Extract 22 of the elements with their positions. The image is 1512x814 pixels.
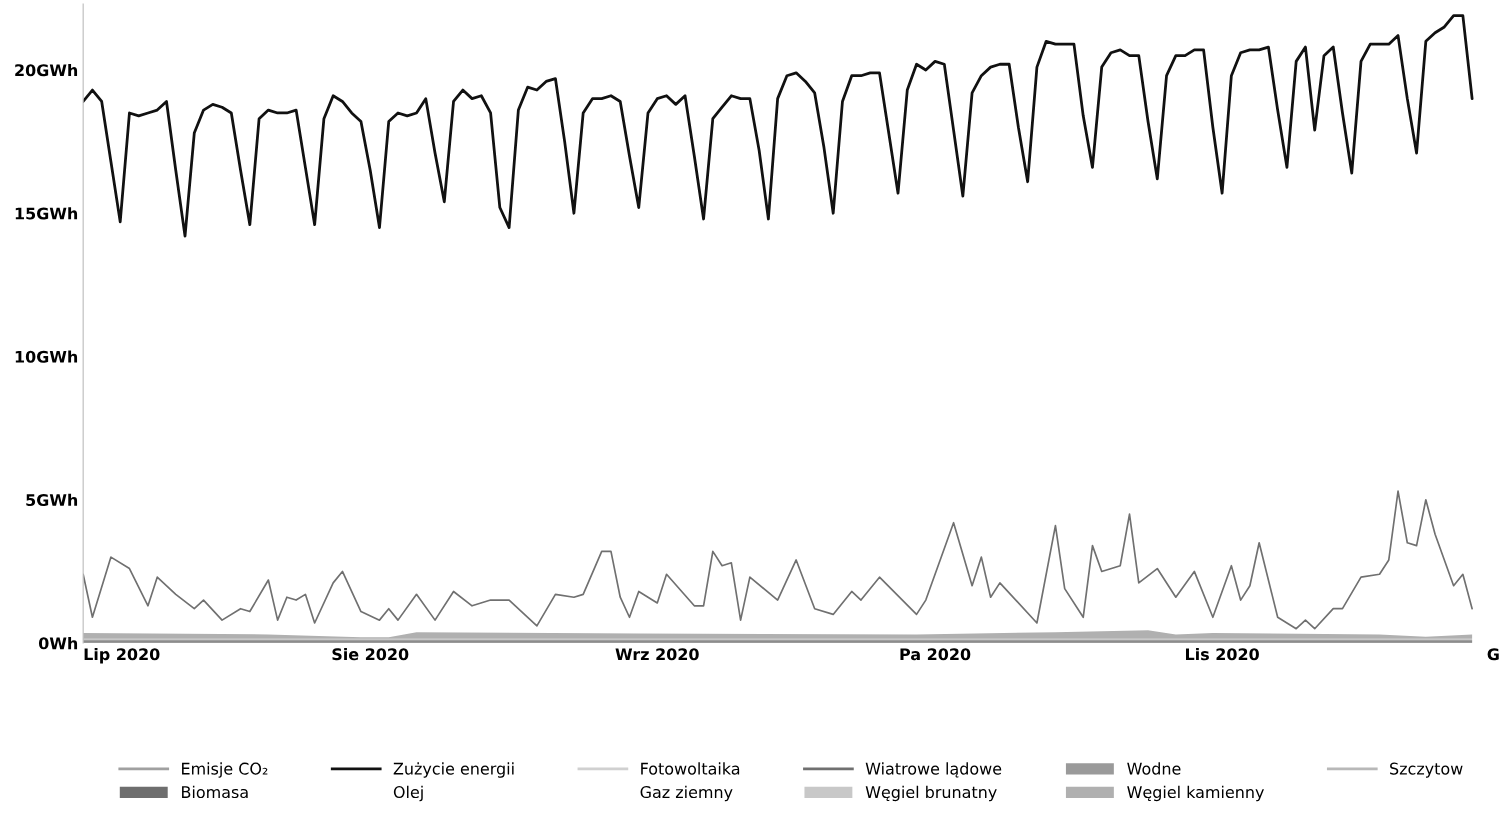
y-tick-label: 0Wh: [38, 636, 78, 650]
x-tick-label: G: [1487, 648, 1499, 661]
legend-label: Wiatrowe lądowe: [865, 762, 1002, 778]
text: Olej: [393, 785, 423, 802]
legend-label: Emisje CO₂: [182, 762, 268, 778]
text: Gaz ziemny: [640, 785, 733, 802]
legend-label: Fotowoltaika: [641, 762, 740, 775]
y-tick-label: 20GWh: [15, 63, 78, 77]
y-tick-label: 10GWh: [15, 350, 78, 363]
legend-label: Zużycie energii: [393, 762, 514, 778]
x-tick-label: Pa 2020: [900, 648, 971, 661]
y-tick-label: 5GWh: [26, 493, 78, 507]
x-tick-label: Sie 2020: [332, 647, 409, 661]
legend-label: Szczytow: [1390, 762, 1463, 778]
x-tick-label: Wrz 2020: [615, 648, 699, 661]
legend-label: Wodne: [1127, 762, 1181, 775]
x-tick-label: Lis 2020: [1185, 647, 1259, 661]
legend-label: Biomasa: [182, 785, 248, 799]
legend-label: Węgiel kamienny: [1127, 785, 1264, 802]
x-tick-label: Lip 2020: [84, 647, 160, 664]
legend-label: Węgiel brunatny: [865, 785, 997, 802]
y-tick-label: 15GWh: [15, 207, 78, 220]
